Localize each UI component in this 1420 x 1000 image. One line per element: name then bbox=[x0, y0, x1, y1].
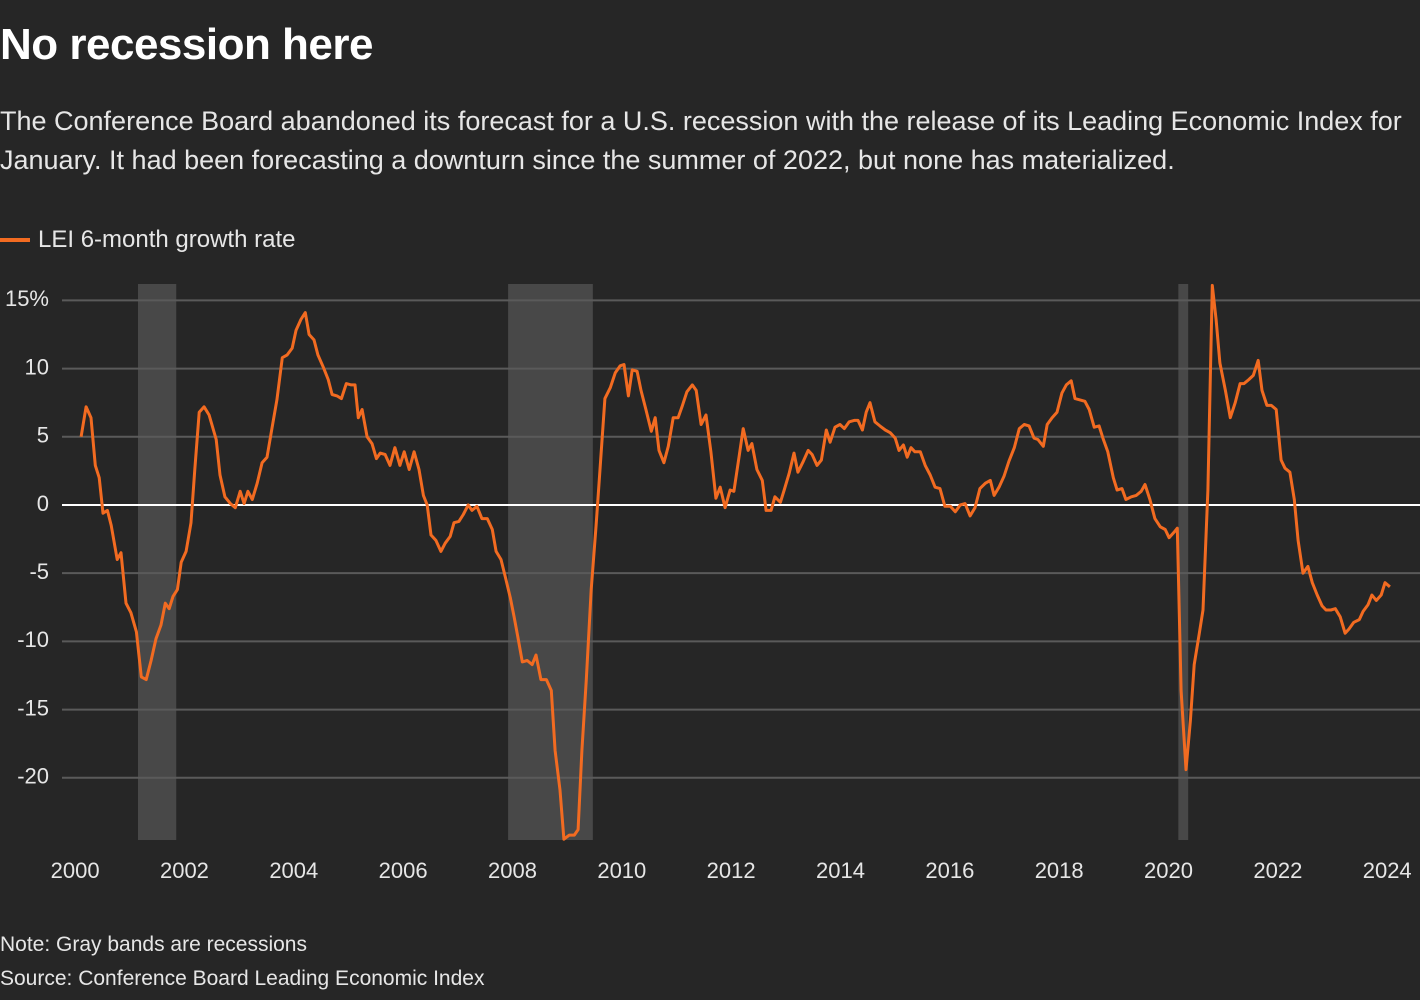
series-line bbox=[79, 283, 1391, 841]
chart-subtitle: The Conference Board abandoned its forec… bbox=[0, 106, 1402, 175]
x-tick-label: 2022 bbox=[1253, 858, 1302, 883]
x-tick-label: 2024 bbox=[1363, 858, 1412, 883]
legend-label: LEI 6-month growth rate bbox=[38, 226, 296, 253]
note: Note: Gray bands are recessions bbox=[0, 933, 307, 956]
x-tick-label: 2000 bbox=[51, 858, 100, 883]
x-tick-label: 2002 bbox=[160, 858, 209, 883]
x-tick-label: 2016 bbox=[925, 858, 974, 883]
x-tick-label: 2020 bbox=[1144, 858, 1193, 883]
x-tick-label: 2004 bbox=[269, 858, 318, 883]
x-tick-label: 2006 bbox=[379, 858, 428, 883]
recession-band bbox=[137, 284, 177, 840]
y-tick-label: -5 bbox=[29, 559, 49, 584]
x-tick-label: 2014 bbox=[816, 858, 865, 883]
x-tick-label: 2018 bbox=[1035, 858, 1084, 883]
x-tick-label: 2008 bbox=[488, 858, 537, 883]
recession-band bbox=[1178, 284, 1189, 840]
x-tick-label: 2010 bbox=[597, 858, 646, 883]
legend-swatch bbox=[0, 238, 30, 242]
x-tick-label: 2012 bbox=[707, 858, 756, 883]
y-tick-label: 15% bbox=[5, 286, 49, 311]
chart-title: No recession here bbox=[0, 20, 374, 69]
source: Source: Conference Board Leading Economi… bbox=[0, 967, 485, 990]
legend: LEI 6-month growth rate bbox=[0, 226, 295, 254]
y-tick-label: -15 bbox=[17, 695, 49, 720]
y-tick-label: 10 bbox=[25, 354, 49, 379]
y-tick-label: -10 bbox=[17, 627, 49, 652]
y-tick-label: 5 bbox=[37, 423, 49, 448]
y-tick-label: 0 bbox=[37, 491, 49, 516]
y-tick-label: -20 bbox=[17, 764, 49, 789]
recession-band bbox=[508, 284, 593, 840]
